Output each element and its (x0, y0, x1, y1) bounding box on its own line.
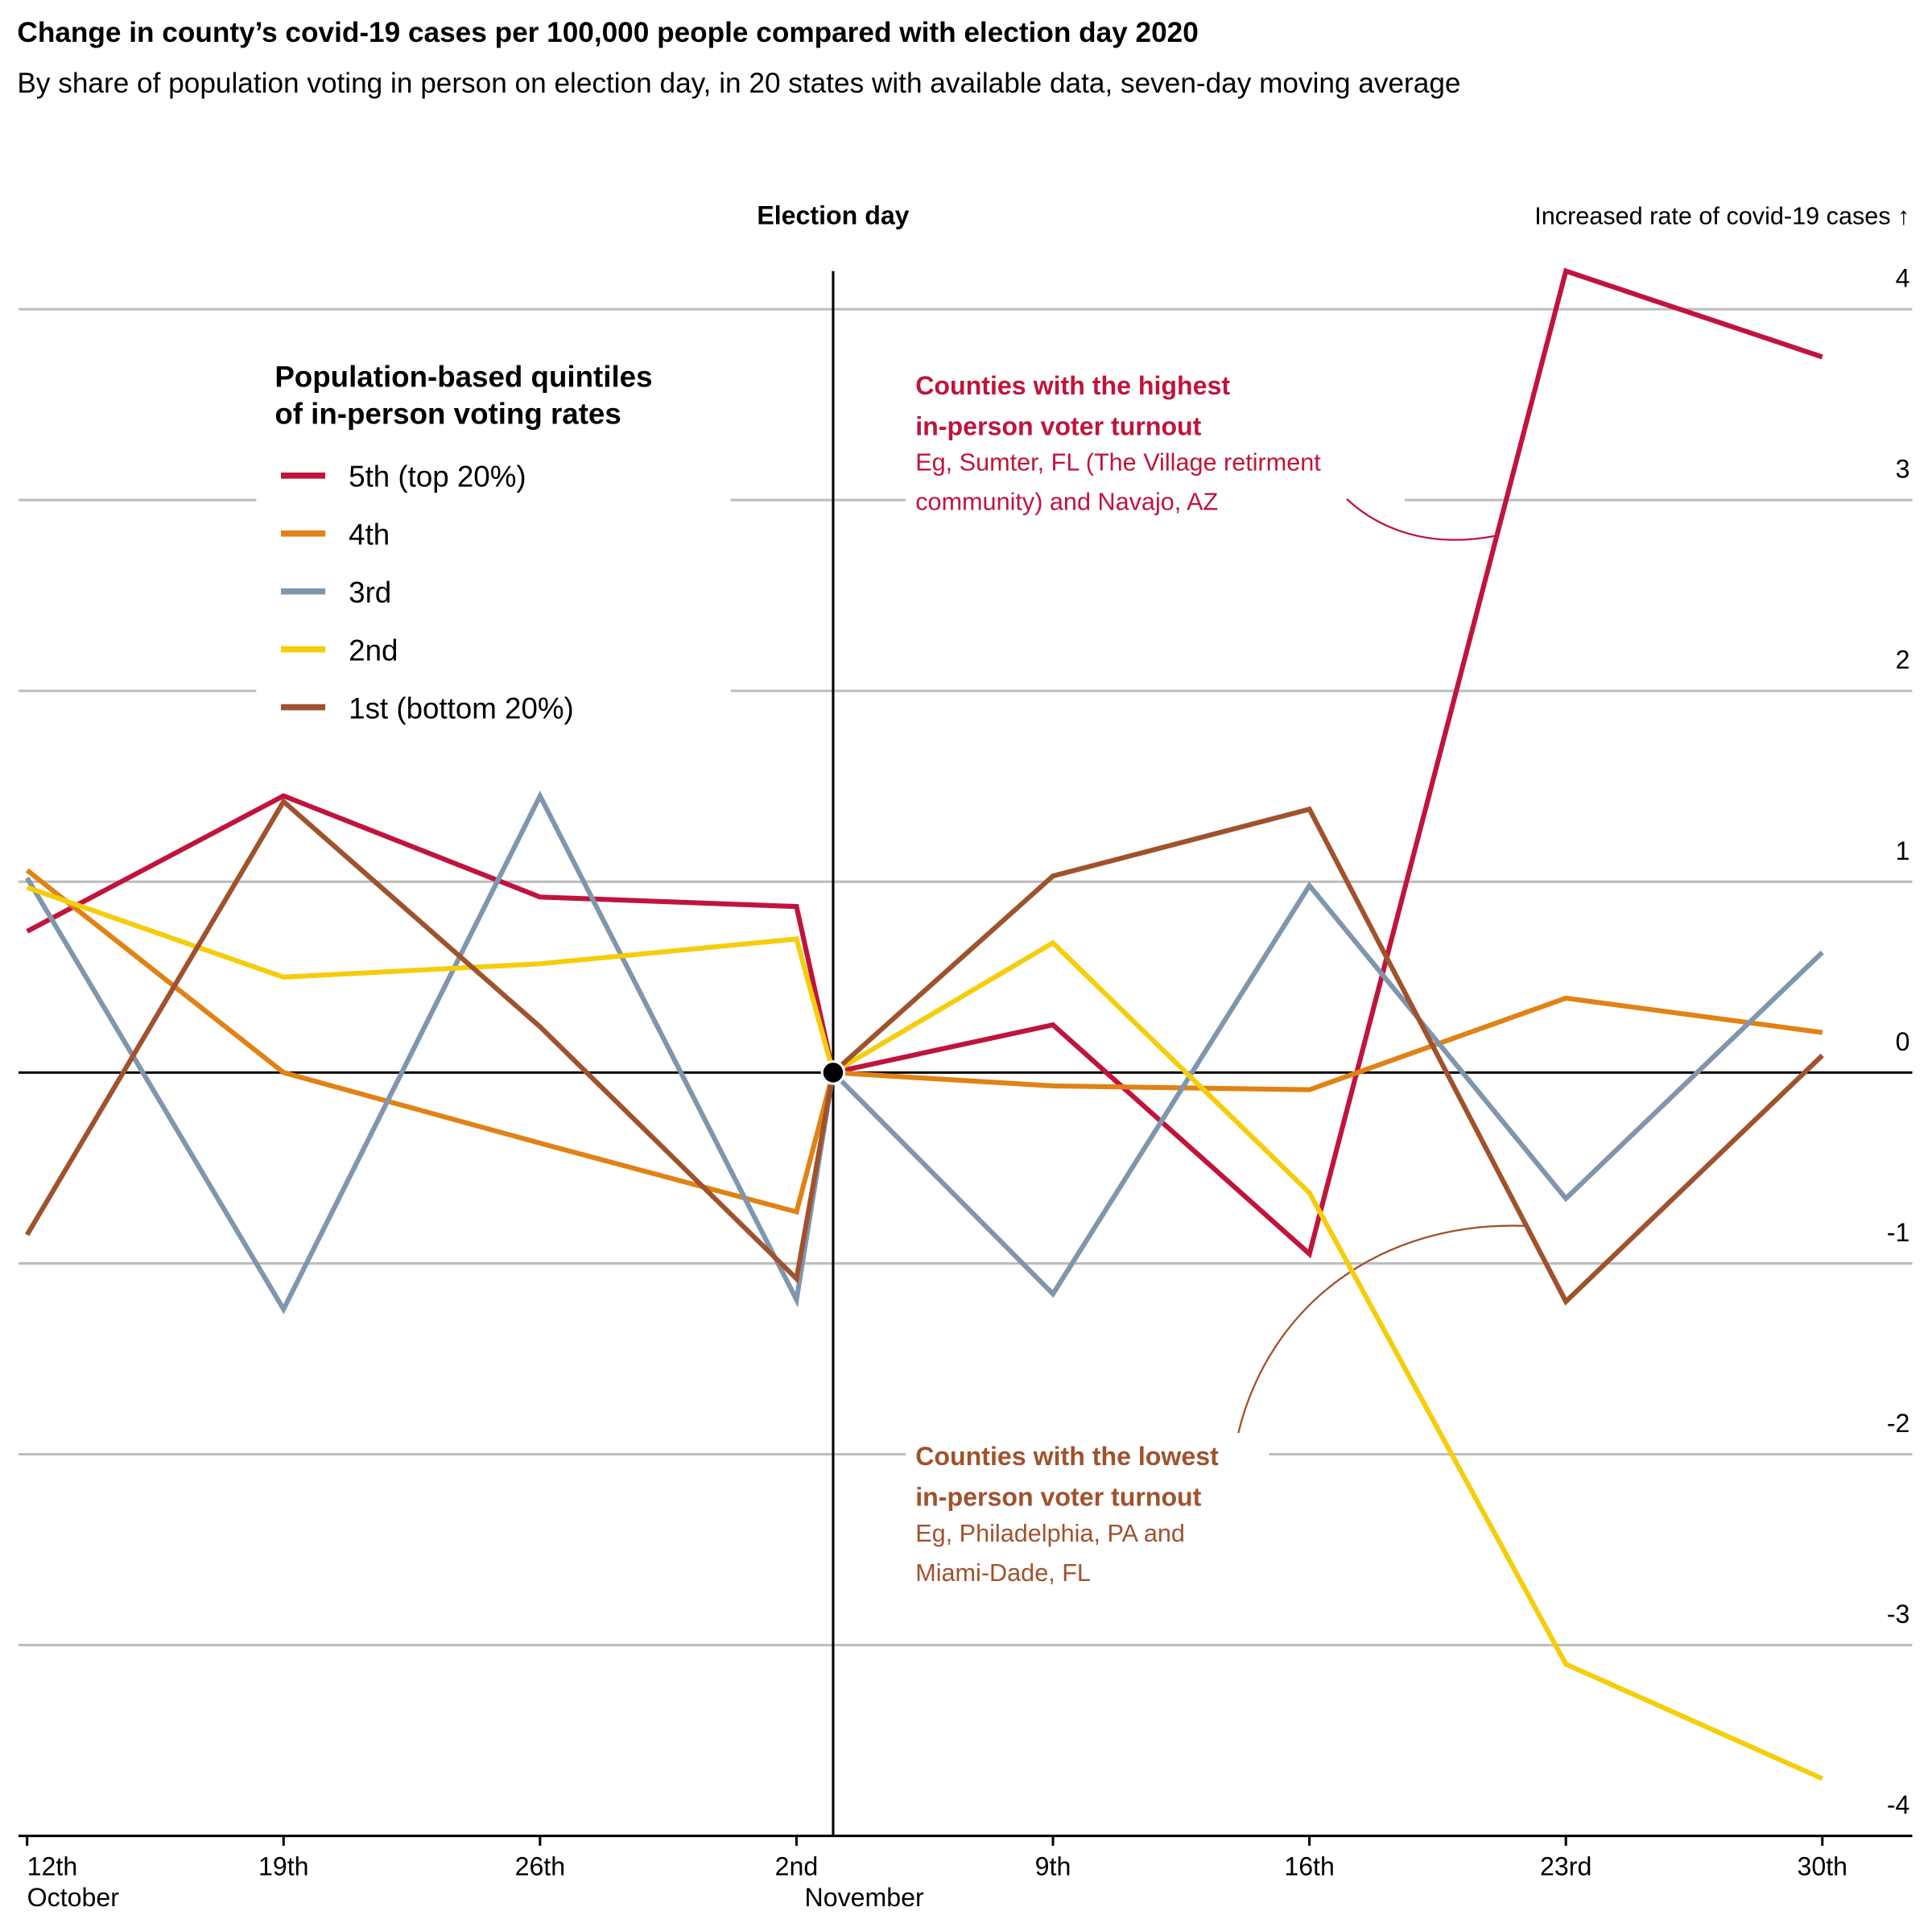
y-tick-label: 4 (1896, 264, 1910, 293)
annotation-background (906, 1429, 1269, 1596)
annotation-background (906, 363, 1405, 524)
chart-title: Change in county’s covid-19 cases per 10… (17, 17, 1198, 48)
annotation-title: in-person voter turnout (915, 411, 1201, 440)
legend: Population-based quintiles of in-person v… (275, 361, 652, 725)
election-day-label: Election day (757, 201, 909, 230)
legend-label: 3rd (349, 576, 391, 609)
y-tick-label: -1 (1887, 1218, 1910, 1247)
y-tick-label: -4 (1887, 1790, 1910, 1819)
annotations: Counties with the highest in-person voter… (915, 371, 1321, 1587)
x-tick-label: 9th (1035, 1852, 1071, 1881)
y-tick-label: 2 (1896, 646, 1910, 675)
y-axis-label: Increased rate of covid-19 cases ↑ (1534, 203, 1909, 230)
annotation-title: in-person voter turnout (915, 1482, 1201, 1511)
y-tick-label: -3 (1887, 1600, 1910, 1629)
legend-label: 5th (top 20%) (349, 460, 526, 493)
y-tick-label: 0 (1896, 1027, 1910, 1056)
x-tick-label: 12th October (27, 1852, 120, 1912)
legend-title: of in-person voting rates (275, 398, 621, 431)
annotation-connector (1237, 1224, 1529, 1434)
annotation-text: Eg, Philadelphia, PA and (915, 1520, 1185, 1547)
series-line (25, 868, 1823, 1216)
y-tick-label: -2 (1887, 1409, 1910, 1438)
annotation-text: Eg, Sumter, FL (The Village retirment (915, 449, 1321, 477)
y-tick-label: 1 (1896, 836, 1910, 865)
election-day-dot (820, 1060, 846, 1085)
legend-title: Population-based quintiles (275, 361, 652, 394)
annotation-connector (1346, 498, 1495, 541)
legend-background (256, 351, 731, 733)
x-tick-label: 30th (1798, 1852, 1848, 1881)
x-tick-label: 19th (258, 1852, 309, 1881)
annotation-title: Counties with the highest (915, 371, 1230, 400)
chart-subtitle: By share of population voting in person … (17, 68, 1460, 99)
annotation-title: Counties with the lowest (915, 1442, 1219, 1471)
x-tick-label: 23rd (1540, 1852, 1591, 1881)
annotation-text: Miami-Dade, FL (915, 1559, 1091, 1587)
legend-label: 2nd (349, 634, 398, 667)
plot (25, 267, 1824, 1781)
legend-label: 1st (bottom 20%) (349, 691, 574, 724)
x-tick-label: 16th (1284, 1852, 1335, 1881)
x-tick-label: 26th (515, 1852, 566, 1881)
annotation-text: community) and Navajo, AZ (915, 489, 1218, 516)
y-tick-label: 3 (1896, 455, 1910, 484)
legend-label: 4th (349, 518, 390, 551)
x-tick-label: 2nd November (775, 1852, 924, 1912)
